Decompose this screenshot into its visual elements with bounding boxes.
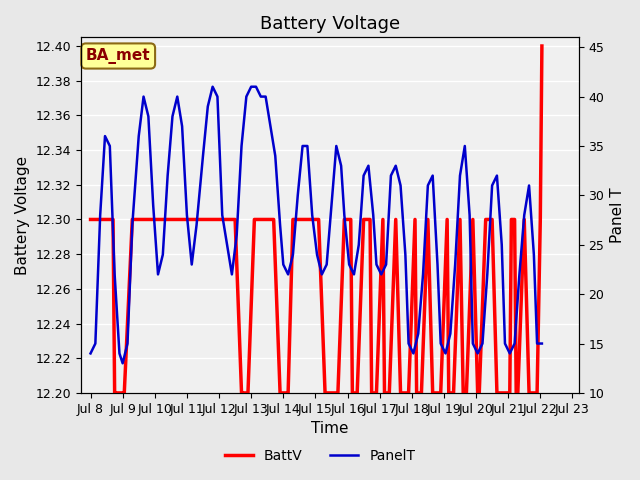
Text: BA_met: BA_met <box>86 48 150 64</box>
PanelT <box>360 173 367 179</box>
PanelT <box>209 84 216 90</box>
PanelT <box>101 133 109 139</box>
BattV <box>340 216 348 222</box>
BattV <box>302 216 310 222</box>
Line: BattV: BattV <box>90 46 542 393</box>
Y-axis label: Panel T: Panel T <box>610 187 625 243</box>
BattV <box>173 216 181 222</box>
BattV <box>474 390 481 396</box>
Y-axis label: Battery Voltage: Battery Voltage <box>15 156 30 275</box>
PanelT <box>328 203 335 208</box>
BattV <box>538 43 546 49</box>
X-axis label: Time: Time <box>311 421 349 436</box>
PanelT <box>86 350 94 356</box>
Title: Battery Voltage: Battery Voltage <box>260 15 400 33</box>
BattV <box>111 390 118 396</box>
Legend: BattV, PanelT: BattV, PanelT <box>220 443 420 468</box>
PanelT <box>124 341 131 347</box>
BattV <box>205 216 213 222</box>
PanelT <box>538 341 546 347</box>
PanelT <box>447 331 454 336</box>
PanelT <box>119 360 127 366</box>
Line: PanelT: PanelT <box>90 87 542 363</box>
BattV <box>239 390 247 396</box>
PanelT <box>218 212 226 218</box>
BattV <box>86 216 94 222</box>
